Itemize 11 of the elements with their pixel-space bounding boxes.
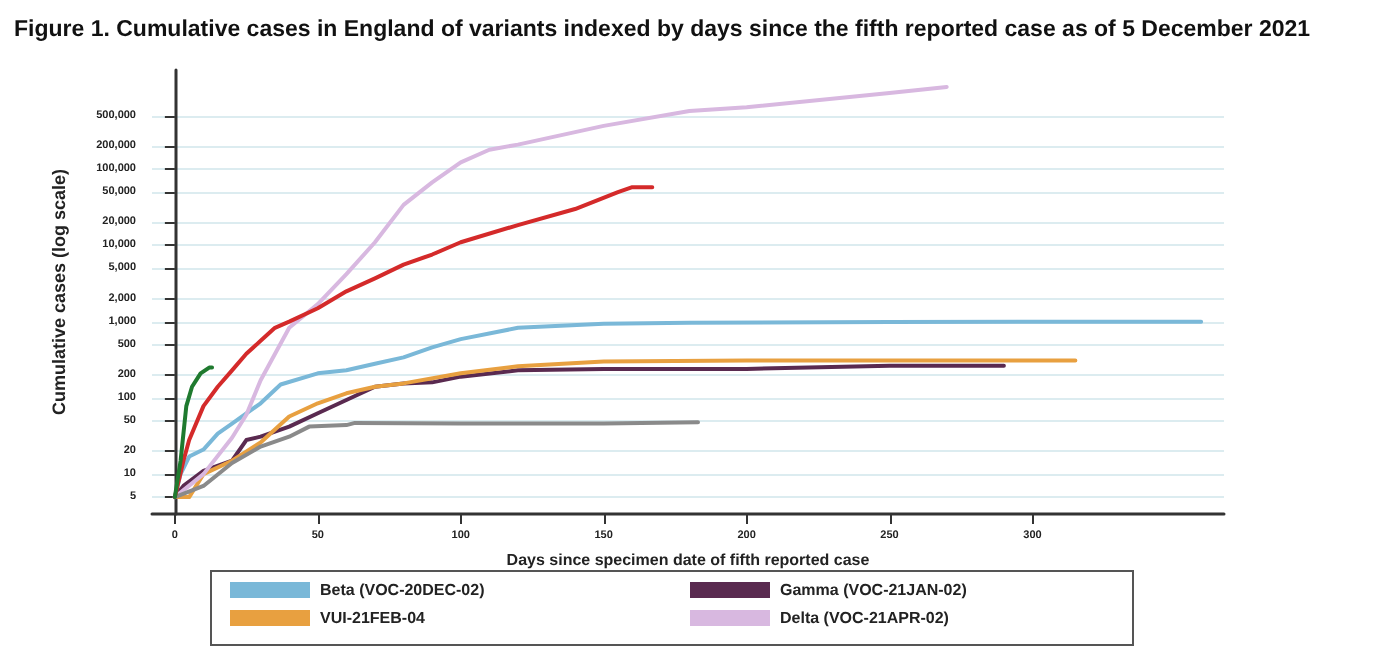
legend-label: Gamma (VOC-21JAN-02) bbox=[780, 581, 968, 599]
chart-title: Figure 1. Cumulative cases in England of variants indexed by days since the fifth reported case as of 5 December 2021 bbox=[14, 18, 1312, 42]
legend-label: Beta (VOC-20DEC-02) bbox=[320, 581, 486, 599]
y-axis-title: Cumulative cases (log scale) bbox=[49, 168, 69, 416]
legend-label: VUI-21FEB-04 bbox=[320, 609, 427, 627]
line-series bbox=[172, 420, 701, 500]
line-series bbox=[172, 365, 215, 500]
line-series bbox=[172, 185, 655, 500]
line-series bbox=[172, 84, 949, 500]
legend-label: Delta (VOC-21APR-02) bbox=[780, 609, 950, 627]
x-axis-title: Days since specimen date of fifth reported case bbox=[506, 550, 871, 569]
